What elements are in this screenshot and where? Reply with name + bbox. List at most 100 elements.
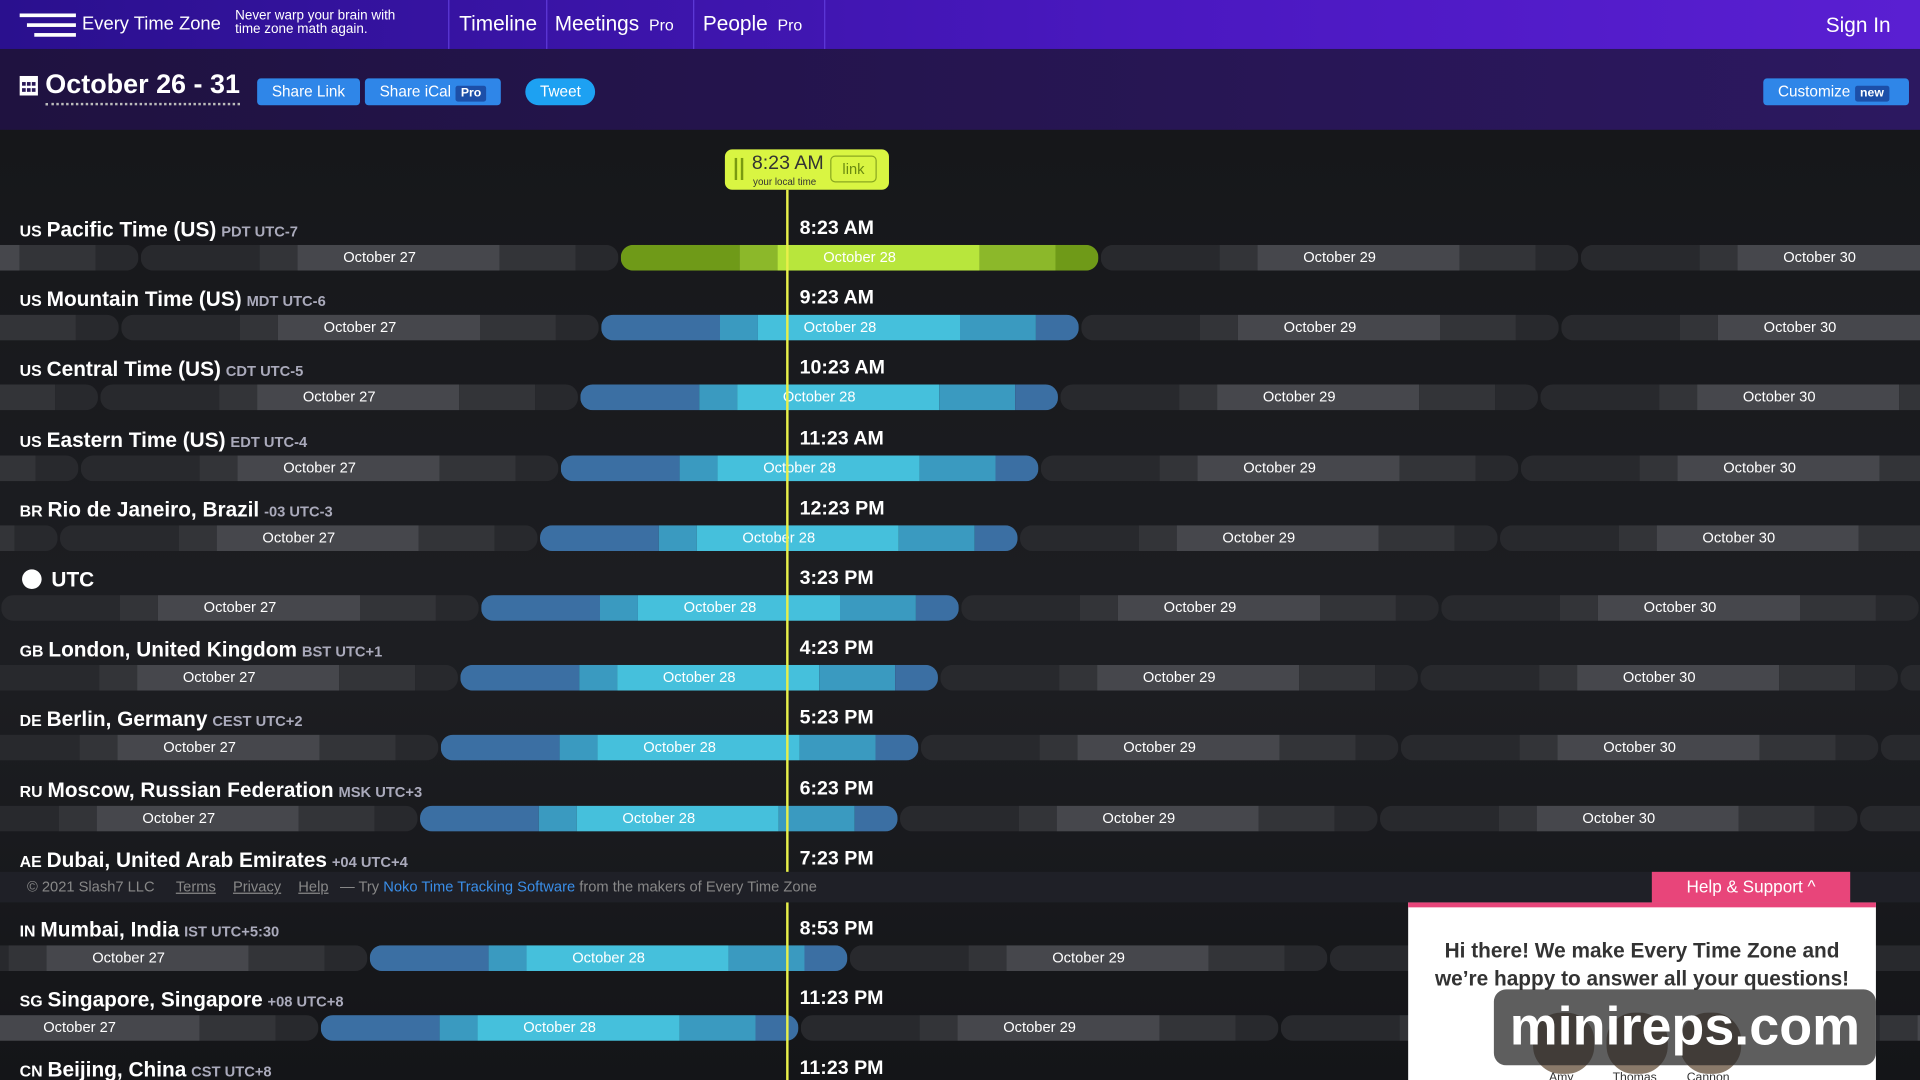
- hour-block: [55, 384, 98, 411]
- sign-in[interactable]: Sign In: [1825, 13, 1891, 37]
- day-label: October 30: [1763, 318, 1837, 336]
- day-label: October 30: [1622, 668, 1696, 686]
- day-label: October 28: [572, 948, 645, 967]
- hour-block: [1081, 314, 1201, 341]
- hour-block: [80, 455, 200, 481]
- hour-block: [1100, 244, 1220, 271]
- hour-block: [277, 314, 481, 341]
- header-button[interactable]: Share Link: [257, 78, 360, 106]
- hour-block: [99, 665, 138, 691]
- hour-block: [1257, 244, 1460, 271]
- button-badge: Pro: [455, 85, 487, 102]
- hour-block: [995, 455, 1039, 481]
- hour-block: [374, 805, 418, 831]
- day-segment: [481, 595, 959, 621]
- hour-block: [799, 735, 876, 761]
- day-segment: [1441, 595, 1919, 621]
- day-label: October 29: [1003, 1019, 1076, 1037]
- country-code: RU: [19, 781, 43, 801]
- hour-block: [1006, 945, 1209, 972]
- day-segment: [1860, 805, 1920, 831]
- day-segment: [0, 735, 439, 761]
- hour-block: [1561, 314, 1681, 341]
- day-label: October 28: [523, 1019, 596, 1037]
- footer-link[interactable]: Help: [298, 877, 329, 896]
- hour-block: [804, 945, 848, 972]
- button-label: Share iCal: [379, 83, 452, 101]
- hour-block: [1399, 455, 1476, 481]
- hour-block: [1040, 455, 1160, 481]
- hour-block: [875, 735, 919, 761]
- nav-item[interactable]: Timeline: [448, 0, 548, 49]
- noko-link[interactable]: Noko Time Tracking Software: [383, 877, 576, 896]
- hour-block: [360, 595, 436, 621]
- hour-block: [0, 314, 76, 341]
- drag-handle[interactable]: [734, 157, 744, 181]
- zone-label: US Eastern Time (US) EDT UTC-4: [20, 428, 308, 452]
- hour-block: [0, 384, 56, 411]
- button-label: Tweet: [540, 83, 581, 101]
- hour-block: [757, 314, 961, 341]
- day-label: October 29: [1102, 808, 1176, 827]
- day-segment: [1420, 665, 1898, 691]
- hour-block: [1677, 455, 1880, 481]
- week-title[interactable]: October 26 - 31: [45, 69, 240, 106]
- zone-name: Singapore, Singapore: [47, 988, 263, 1012]
- hour-block: [1395, 595, 1439, 621]
- header-button[interactable]: Tweet: [525, 78, 596, 106]
- hour-block: [540, 525, 659, 551]
- day-label: October 28: [763, 458, 836, 476]
- nav-item[interactable]: Meetings Pro: [545, 0, 695, 49]
- day-segment: [0, 244, 139, 271]
- tagline: Never warp your brain with time zone mat…: [235, 8, 396, 37]
- day-segment: [60, 525, 538, 551]
- zone-name: Dubai, United Arab Emirates: [46, 848, 327, 872]
- day-segment: [1900, 665, 1920, 691]
- day-label: October 27: [142, 808, 216, 827]
- day-segment: [1580, 244, 1920, 271]
- hour-block: [1217, 384, 1420, 411]
- watermark: minireps.com: [1493, 989, 1876, 1066]
- hour-block: [960, 314, 1036, 341]
- country-code: AE: [19, 851, 42, 871]
- hour-block: [199, 455, 238, 481]
- now-link[interactable]: link: [830, 155, 877, 183]
- hour-block: [35, 455, 79, 481]
- zone-name: Pacific Time (US): [46, 217, 217, 242]
- hour-block: [259, 244, 298, 271]
- day-segment: [1561, 314, 1920, 341]
- hour-block: [46, 945, 249, 972]
- day-segment: [1060, 384, 1538, 411]
- hour-block: [0, 1015, 200, 1042]
- day-segment: [620, 244, 1099, 271]
- hour-block: [895, 665, 938, 691]
- day-segment: [0, 525, 58, 551]
- nav-item[interactable]: People Pro: [693, 0, 826, 49]
- hour-block: [1899, 384, 1920, 411]
- hour-block: [920, 735, 1040, 761]
- day-label: October 27: [92, 948, 165, 967]
- nav-badge: Pro: [648, 15, 674, 35]
- day-segment: [560, 455, 1039, 481]
- header-button[interactable]: Share iCal Pro: [364, 78, 501, 106]
- hour-block: [121, 314, 241, 341]
- country-code: US: [19, 361, 42, 381]
- footer-link[interactable]: Terms: [175, 877, 216, 896]
- hour-block: [919, 1015, 958, 1042]
- hour-block: [1577, 665, 1780, 691]
- zone-name: Eastern Time (US): [46, 428, 226, 452]
- hour-block: [979, 244, 1056, 271]
- footer-link[interactable]: Privacy: [232, 877, 282, 896]
- hour-block: [1917, 1015, 1920, 1042]
- hour-block: [1035, 314, 1079, 341]
- day-label: October 27: [343, 248, 416, 266]
- nav-label: Timeline: [459, 12, 538, 36]
- hour-block: [1020, 525, 1139, 551]
- hour-block: [1284, 945, 1328, 972]
- hour-block: [1080, 595, 1118, 621]
- day-label: October 29: [1243, 458, 1316, 476]
- customize-button[interactable]: Customize new: [1763, 78, 1909, 106]
- footer: © 2021 Slash7 LLC Terms Privacy Help — Try…: [0, 871, 1920, 903]
- hour-block: [1279, 735, 1356, 761]
- help-button[interactable]: Help & Support ^: [1651, 871, 1851, 903]
